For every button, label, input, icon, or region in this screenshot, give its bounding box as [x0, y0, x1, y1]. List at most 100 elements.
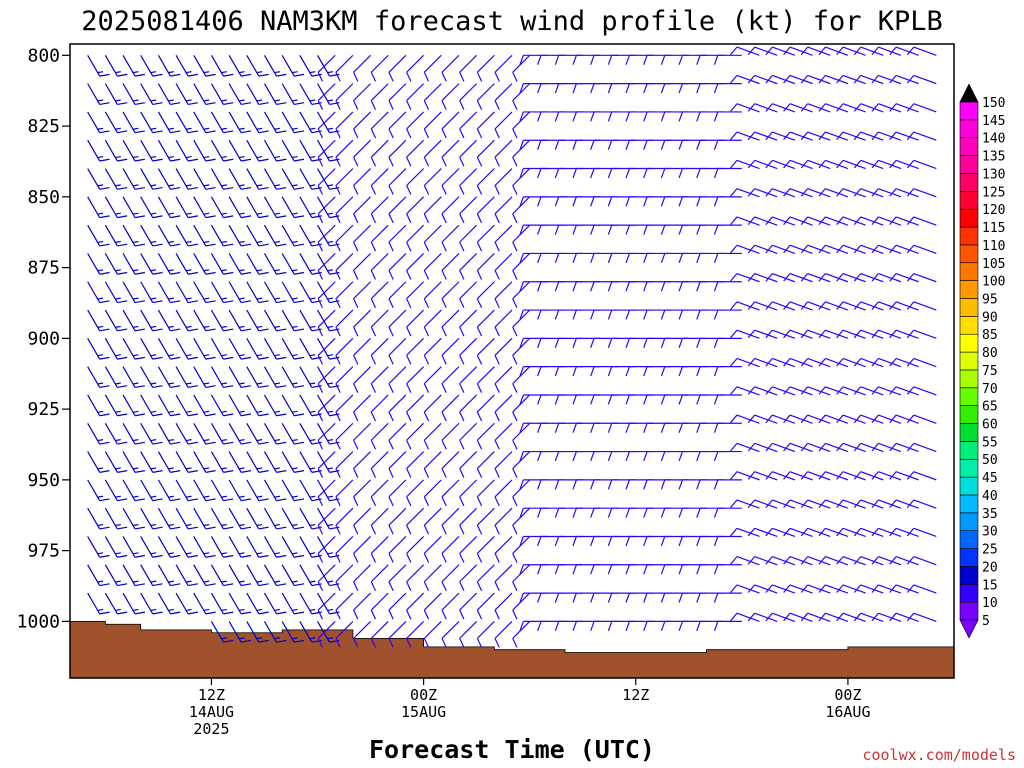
wind-barb [476, 366, 495, 393]
wind-barb [317, 621, 340, 643]
wind-barb [853, 74, 884, 85]
wind-barb [423, 281, 442, 309]
wind-barb [388, 111, 407, 139]
wind-barb [713, 479, 742, 490]
wind-barb [660, 83, 689, 94]
wind-barb [643, 394, 672, 405]
wind-barb [818, 499, 849, 509]
wind-barb [317, 479, 340, 502]
wind-barb [370, 451, 389, 478]
wind-barb [281, 564, 305, 587]
wind-barb [554, 196, 583, 207]
wind-barb [157, 592, 181, 615]
wind-barb [537, 592, 566, 603]
wind-barb [590, 281, 619, 292]
wind-barb [335, 451, 354, 478]
wind-barb [140, 224, 163, 247]
wind-barb [512, 422, 531, 450]
chart-title: 2025081406 NAM3KM forecast wind profile … [81, 6, 943, 37]
wind-barb [836, 216, 866, 226]
wind-barb [537, 620, 566, 631]
wind-barb [800, 216, 831, 226]
colorbar-swatch [959, 458, 979, 478]
wind-barb [730, 414, 760, 424]
wind-barb [783, 612, 813, 622]
wind-barb [906, 612, 937, 622]
wind-barb [476, 620, 495, 648]
wind-barb [263, 55, 287, 77]
wind-barb [660, 592, 689, 603]
wind-barb [140, 253, 163, 275]
wind-barb [406, 309, 425, 337]
wind-barb [370, 479, 389, 507]
wind-barb [643, 54, 672, 65]
wind-barb [317, 422, 336, 450]
wind-barb [906, 74, 937, 85]
y-tick-label: 850 [27, 187, 60, 208]
wind-barb [906, 46, 937, 56]
wind-barb [836, 74, 866, 85]
wind-barb [590, 196, 619, 207]
wind-barb [175, 338, 199, 360]
wind-barb [441, 422, 460, 450]
wind-barb [747, 188, 778, 198]
colorbar-swatch [959, 530, 979, 549]
wind-barb [476, 479, 495, 507]
wind-barb [519, 54, 548, 65]
wind-barb [299, 196, 322, 219]
wind-barb [441, 281, 460, 309]
wind-barb [537, 281, 566, 292]
wind-barb [317, 196, 340, 219]
wind-barb [853, 556, 884, 566]
wind-barb [512, 54, 531, 82]
wind-barb [122, 451, 145, 473]
wind-barb [818, 103, 849, 113]
wind-barb [512, 253, 531, 280]
wind-barb [519, 507, 548, 518]
wind-barb [281, 253, 305, 275]
wind-barb [643, 252, 672, 264]
wind-barb [696, 366, 725, 377]
wind-barb [317, 168, 340, 190]
wind-barb [572, 167, 601, 179]
wind-barb [193, 139, 216, 162]
wind-barb [853, 584, 884, 594]
wind-barb [590, 620, 619, 631]
site-credit: coolwx.com/models [862, 746, 1016, 764]
wind-barb [388, 536, 407, 563]
wind-barb [388, 366, 407, 393]
wind-barb [175, 111, 199, 134]
wind-barb [512, 564, 531, 592]
wind-barb [193, 338, 216, 360]
wind-barb [388, 451, 407, 478]
wind-barb [800, 272, 831, 283]
wind-barb [800, 244, 831, 255]
wind-barb [193, 309, 216, 332]
wind-barb [836, 556, 866, 566]
wind-barb [228, 168, 252, 190]
wind-barb [494, 451, 513, 478]
wind-barb [476, 54, 495, 82]
wind-barb [678, 167, 707, 179]
wind-barb [783, 499, 813, 509]
wind-barb [388, 54, 407, 82]
wind-barb [353, 592, 371, 620]
wind-barb [157, 111, 181, 134]
wind-barb [494, 592, 513, 620]
wind-barb [512, 309, 531, 337]
wind-barb [335, 564, 354, 592]
wind-barb [660, 54, 689, 65]
wind-barb [678, 422, 707, 433]
wind-barb [317, 366, 336, 393]
wind-barb [730, 46, 760, 56]
wind-barb [696, 535, 725, 547]
wind-barb [660, 564, 689, 575]
wind-barb [607, 281, 636, 292]
wind-barb [281, 621, 305, 643]
wind-barb [476, 168, 495, 195]
x-tick-label: 12Z [198, 686, 225, 704]
wind-barb [765, 329, 796, 339]
wind-barb [713, 252, 742, 264]
wind-barb [660, 111, 689, 122]
wind-barb [388, 620, 407, 648]
